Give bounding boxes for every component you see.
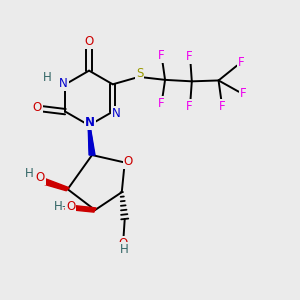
Text: F: F <box>240 87 246 100</box>
Text: -: - <box>61 200 66 213</box>
Text: H: H <box>43 71 52 84</box>
Text: O: O <box>36 171 45 184</box>
Text: N: N <box>85 116 95 129</box>
Text: O: O <box>32 101 42 114</box>
Text: O: O <box>118 237 127 250</box>
Text: S: S <box>136 68 143 80</box>
Text: F: F <box>186 100 193 112</box>
Text: F: F <box>219 100 226 113</box>
Text: H: H <box>119 243 128 256</box>
Text: H: H <box>25 167 33 180</box>
Text: O: O <box>84 35 94 48</box>
Text: F: F <box>186 50 193 63</box>
Text: F: F <box>158 49 164 62</box>
Text: F: F <box>158 98 164 110</box>
Text: F: F <box>238 56 244 69</box>
Text: N: N <box>59 76 68 90</box>
Text: O: O <box>66 200 75 213</box>
Polygon shape <box>88 125 95 155</box>
Polygon shape <box>65 205 96 212</box>
Text: H: H <box>54 200 63 213</box>
Polygon shape <box>38 178 69 191</box>
Text: O: O <box>124 155 133 168</box>
Text: N: N <box>112 107 121 120</box>
